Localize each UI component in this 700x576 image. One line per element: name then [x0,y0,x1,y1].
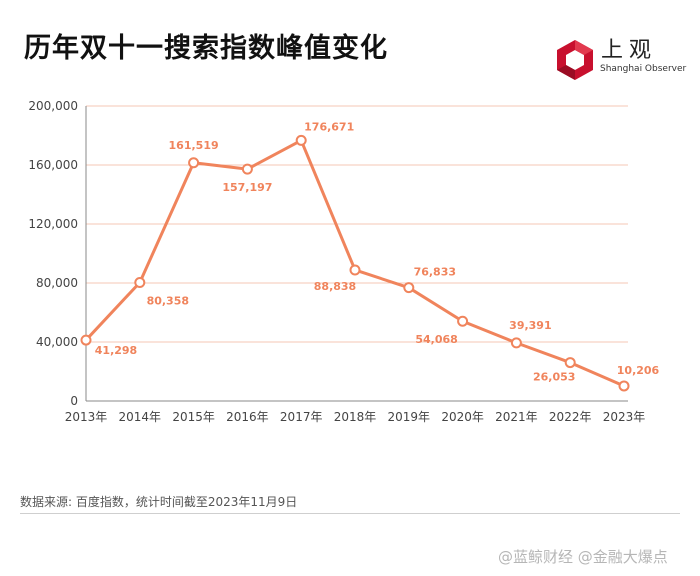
data-label: 54,068 [415,333,457,346]
y-tick-label: 40,000 [36,335,78,349]
data-point [457,315,469,327]
data-label: 88,838 [314,280,356,293]
logo: 上观 Shanghai Observer [553,36,687,82]
data-point [295,134,307,146]
x-tick-label: 2021年 [495,410,538,424]
y-tick-label: 120,000 [28,217,78,231]
logo-mark-icon [557,40,593,80]
data-point [134,276,146,288]
x-tick-label: 2022年 [549,410,592,424]
x-tick-label: 2017年 [280,410,323,424]
data-point [80,334,92,346]
data-label: 161,519 [169,139,219,152]
data-point [188,157,200,169]
data-label: 157,197 [222,181,272,194]
data-label: 176,671 [304,120,354,133]
y-tick-label: 160,000 [28,158,78,172]
data-point [349,264,361,276]
y-tick-label: 200,000 [28,99,78,113]
series-line [84,138,625,388]
x-tick-label: 2019年 [388,410,431,424]
data-label: 10,206 [617,364,660,377]
source-note: 数据来源: 百度指数，统计时间截至2023年11月9日 [20,495,298,509]
data-point [241,163,253,175]
footer-divider [20,513,680,514]
watermark: @蓝鲸财经 @金融大爆点 [498,548,668,566]
data-label: 26,053 [533,371,575,384]
line-chart: 0 40,000 80,000 120,000 160,000 200,000 2013年 2… [28,99,660,424]
x-tick-label: 2013年 [65,410,108,424]
x-tick-label: 2014年 [119,410,162,424]
x-tick-label: 2020年 [441,410,484,424]
x-tick-label: 2015年 [172,410,215,424]
y-tick-label: 80,000 [36,276,78,290]
data-label: 39,391 [509,319,551,332]
logo-subtitle: Shanghai Observer [600,64,687,74]
x-tick-label: 2016年 [226,410,269,424]
data-point [403,282,415,294]
x-tick-label: 2023年 [603,410,646,424]
data-label: 41,298 [95,344,137,357]
data-label: 76,833 [414,266,456,279]
page-title: 历年双十一搜索指数峰值变化 [24,33,388,64]
data-point [618,380,630,392]
logo-name: 上观 [601,38,658,63]
y-tick-label: 0 [70,394,78,408]
data-point [564,357,576,369]
data-point [510,337,522,349]
data-label: 80,358 [147,294,189,307]
x-tick-label: 2018年 [334,410,377,424]
